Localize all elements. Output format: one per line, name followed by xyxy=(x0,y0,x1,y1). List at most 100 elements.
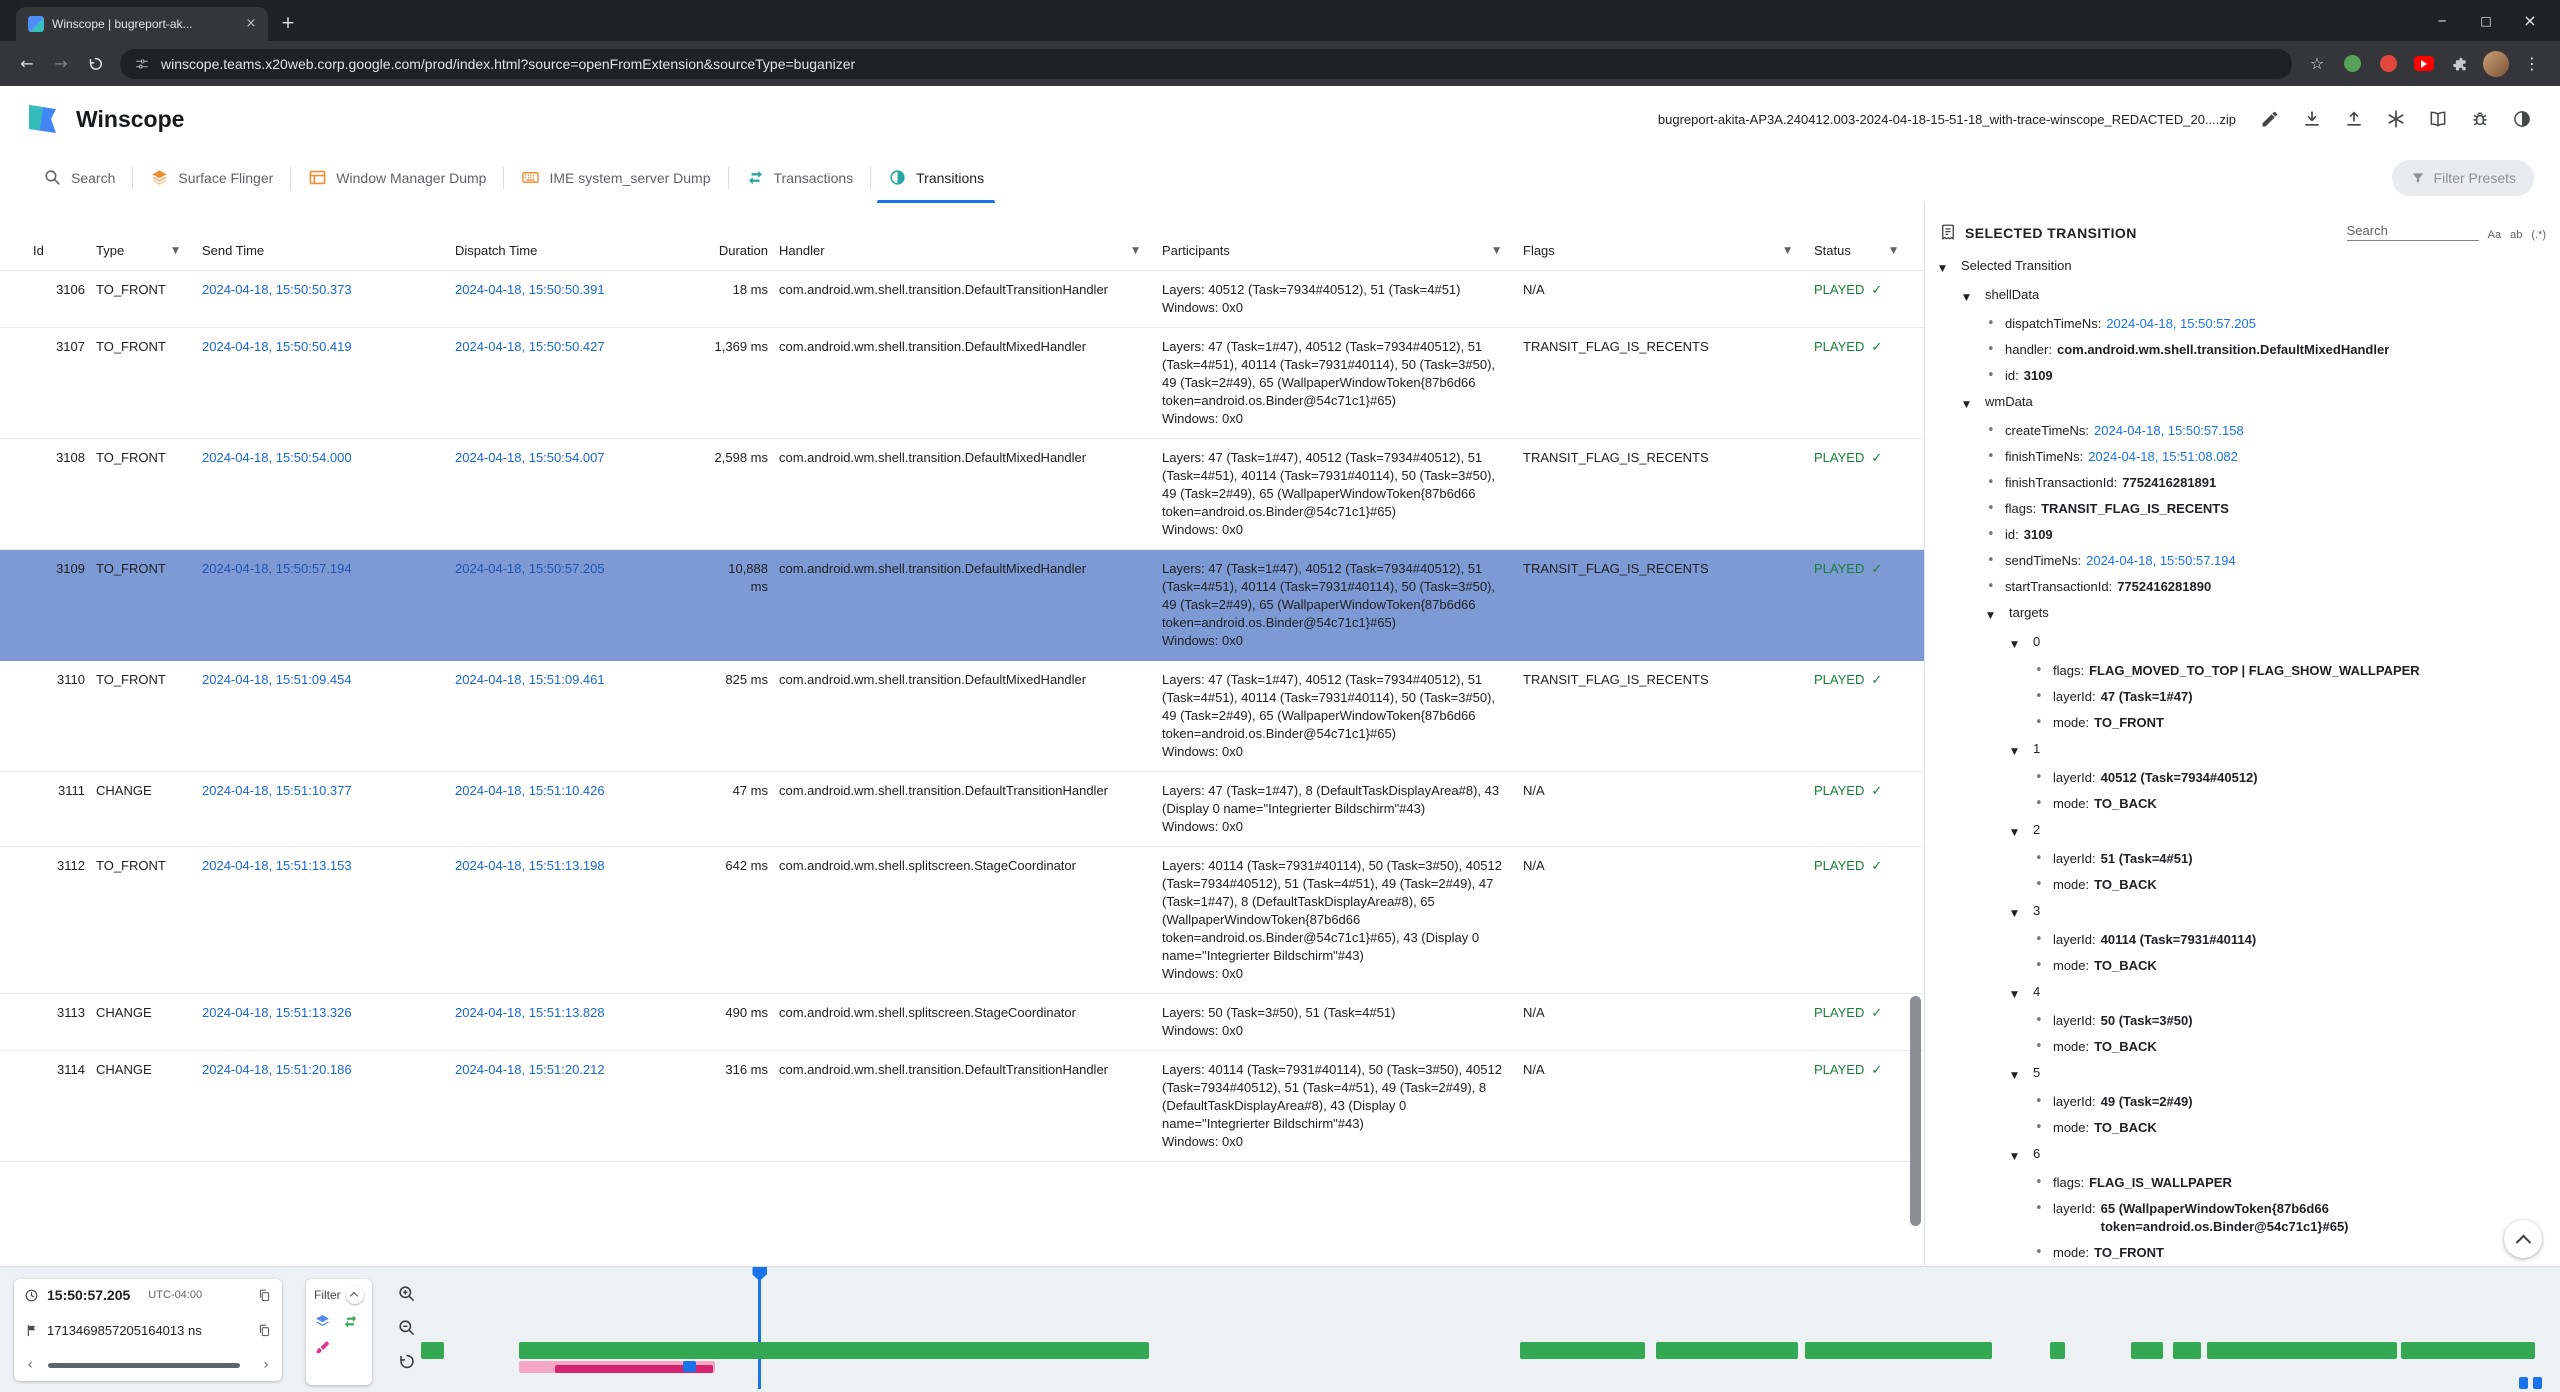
range-handle[interactable] xyxy=(2519,1377,2528,1389)
reload-button[interactable] xyxy=(78,47,112,81)
timeline-cursor[interactable] xyxy=(752,1267,767,1389)
timeline-scrollbar-thumb[interactable] xyxy=(48,1362,240,1368)
timeline-scrollbar[interactable] xyxy=(44,1360,252,1370)
table-row[interactable]: 3108 TO_FRONT 2024-04-18, 15:50:54.000 2… xyxy=(0,439,1924,550)
timeline-segment[interactable] xyxy=(682,1361,696,1372)
tree-node[interactable]: • flags: FLAG_IS_WALLPAPER xyxy=(1939,1170,2544,1196)
cell-dispatch-time[interactable]: 2024-04-18, 15:50:50.427 xyxy=(455,339,605,354)
cell-send-time[interactable]: 2024-04-18, 15:51:10.377 xyxy=(202,783,352,798)
column-header[interactable]: Status ▼ xyxy=(1814,243,1909,258)
tree-node[interactable]: ▼ 3 xyxy=(1939,898,2544,927)
cursor-handle-icon[interactable] xyxy=(752,1267,767,1281)
upload-button[interactable] xyxy=(2338,103,2370,135)
timeline-segment[interactable] xyxy=(1519,1342,1646,1359)
tree-expand-icon[interactable]: ▼ xyxy=(1987,611,1994,621)
tree-node[interactable]: • mode: TO_BACK xyxy=(1939,791,2544,817)
regex-button[interactable]: (.*) xyxy=(2531,229,2546,241)
tree-node[interactable]: ▼ 6 xyxy=(1939,1141,2544,1170)
address-bar[interactable]: winscope.teams.x20web.corp.google.com/pr… xyxy=(120,48,2292,79)
tree-node[interactable]: • sendTimeNs: 2024-04-18, 15:50:57.194 xyxy=(1939,548,2544,574)
youtube-icon[interactable] xyxy=(2409,49,2439,79)
timeline-segment[interactable] xyxy=(1804,1342,1993,1359)
table-scrollbar-thumb[interactable] xyxy=(1910,996,1921,1226)
browser-tab[interactable]: Winscope | bugreport-ak... × xyxy=(16,7,268,41)
tree-expand-icon[interactable]: ▼ xyxy=(1963,293,1970,303)
column-header[interactable]: Flags ▼ xyxy=(1523,243,1803,258)
tree-expand-icon[interactable]: ▼ xyxy=(2011,640,2018,650)
tab-transactions[interactable]: Transactions xyxy=(729,152,871,203)
cell-dispatch-time[interactable]: 2024-04-18, 15:51:13.828 xyxy=(455,1005,605,1020)
swap-icon[interactable] xyxy=(342,1313,359,1330)
cell-send-time[interactable]: 2024-04-18, 15:50:50.419 xyxy=(202,339,352,354)
filter-caret-icon[interactable]: ▼ xyxy=(1132,245,1139,256)
cell-dispatch-time[interactable]: 2024-04-18, 15:51:10.426 xyxy=(455,783,605,798)
tab-transitions[interactable]: Transitions xyxy=(871,152,1001,203)
dark-mode-toggle[interactable] xyxy=(2506,103,2538,135)
close-button[interactable]: × xyxy=(2523,11,2537,30)
cell-dispatch-time[interactable]: 2024-04-18, 15:51:09.461 xyxy=(455,672,605,687)
timeline-canvas[interactable] xyxy=(421,1267,2550,1392)
tree-node[interactable]: • layerId: 65 (WallpaperWindowToken{87b6d6… xyxy=(1939,1196,2544,1240)
scroll-top-button[interactable] xyxy=(2504,1220,2542,1258)
column-header[interactable]: Handler ▼ xyxy=(779,243,1151,258)
tree-node[interactable]: • mode: TO_FRONT xyxy=(1939,710,2544,736)
layers-icon[interactable] xyxy=(314,1313,331,1330)
timeline-segment[interactable] xyxy=(421,1342,445,1359)
tree-node[interactable]: • finishTimeNs: 2024-04-18, 15:51:08.082 xyxy=(1939,444,2544,470)
tree-node[interactable]: ▼ wmData xyxy=(1939,389,2544,418)
bookmark-star-button[interactable]: ☆ xyxy=(2309,54,2325,73)
tree-node[interactable]: • layerId: 47 (Task=1#47) xyxy=(1939,684,2544,710)
filter-caret-icon[interactable]: ▼ xyxy=(1890,245,1897,256)
new-tab-button[interactable]: + xyxy=(280,13,296,33)
tree-expand-icon[interactable]: ▼ xyxy=(2011,1152,2018,1162)
tree-expand-icon[interactable]: ▼ xyxy=(2011,990,2018,1000)
site-info-icon[interactable] xyxy=(134,56,150,72)
tree-expand-icon[interactable]: ▼ xyxy=(2011,828,2018,838)
timeline-segment[interactable] xyxy=(1655,1342,1799,1359)
timeline-segment[interactable] xyxy=(2400,1342,2536,1359)
cell-dispatch-time[interactable]: 2024-04-18, 15:51:20.212 xyxy=(455,1062,605,1077)
filter-caret-icon[interactable]: ▼ xyxy=(1784,245,1791,256)
back-button[interactable]: ← xyxy=(20,54,34,73)
table-row[interactable]: 3109 TO_FRONT 2024-04-18, 15:50:57.194 2… xyxy=(0,550,1924,661)
tree-node[interactable]: • flags: TRANSIT_FLAG_IS_RECENTS xyxy=(1939,496,2544,522)
cell-send-time[interactable]: 2024-04-18, 15:50:57.194 xyxy=(202,561,352,576)
table-row[interactable]: 3114 CHANGE 2024-04-18, 15:51:20.186 202… xyxy=(0,1051,1924,1162)
forward-button[interactable]: → xyxy=(54,54,68,73)
extensions-puzzle-icon[interactable] xyxy=(2445,49,2475,79)
timeline-segment[interactable] xyxy=(518,1342,1150,1359)
tree-node[interactable]: • mode: TO_FRONT xyxy=(1939,1240,2544,1266)
tree-node[interactable]: • layerId: 50 (Task=3#50) xyxy=(1939,1008,2544,1034)
table-row[interactable]: 3110 TO_FRONT 2024-04-18, 15:51:09.454 2… xyxy=(0,661,1924,772)
cell-send-time[interactable]: 2024-04-18, 15:51:20.186 xyxy=(202,1062,352,1077)
tree-node[interactable]: • startTransactionId: 7752416281890 xyxy=(1939,574,2544,600)
tree-node[interactable]: • createTimeNs: 2024-04-18, 15:50:57.158 xyxy=(1939,418,2544,444)
zoom-in-button[interactable] xyxy=(394,1281,418,1305)
tree-node[interactable]: • mode: TO_BACK xyxy=(1939,1034,2544,1060)
match-word-button[interactable]: ab xyxy=(2510,229,2523,241)
browser-menu-button[interactable]: ⋮ xyxy=(2524,54,2540,73)
column-header[interactable]: Dispatch Time xyxy=(455,243,700,258)
timeline-segment[interactable] xyxy=(555,1365,713,1373)
table-row[interactable]: 3113 CHANGE 2024-04-18, 15:51:13.326 202… xyxy=(0,994,1924,1051)
table-row[interactable]: 3111 CHANGE 2024-04-18, 15:51:10.377 202… xyxy=(0,772,1924,847)
tree-expand-icon[interactable]: ▼ xyxy=(1939,264,1946,274)
table-row[interactable]: 3112 TO_FRONT 2024-04-18, 15:51:13.153 2… xyxy=(0,847,1924,994)
tree-expand-icon[interactable]: ▼ xyxy=(2011,747,2018,757)
scroll-right-button[interactable]: › xyxy=(260,1357,272,1373)
filter-caret-icon[interactable]: ▼ xyxy=(172,245,179,256)
tree-node[interactable]: • id: 3109 xyxy=(1939,522,2544,548)
tab-close-icon[interactable]: × xyxy=(245,16,257,31)
edit-button[interactable] xyxy=(2254,103,2286,135)
filter-presets-button[interactable]: Filter Presets xyxy=(2391,159,2534,196)
tree-node[interactable]: • layerId: 51 (Task=4#51) xyxy=(1939,846,2544,872)
table-row[interactable]: 3106 TO_FRONT 2024-04-18, 15:50:50.373 2… xyxy=(0,271,1924,328)
tree-node[interactable]: • layerId: 40114 (Task=7931#40114) xyxy=(1939,927,2544,953)
tree-node[interactable]: • id: 3109 xyxy=(1939,363,2544,389)
tab-surface-flinger[interactable]: Surface Flinger xyxy=(133,152,290,203)
cell-dispatch-time[interactable]: 2024-04-18, 15:50:50.391 xyxy=(455,282,605,297)
copy-time-button[interactable] xyxy=(257,1288,272,1303)
tab-search[interactable]: Search xyxy=(26,152,132,203)
tree-node[interactable]: • mode: TO_BACK xyxy=(1939,953,2544,979)
tree-node[interactable]: • mode: TO_BACK xyxy=(1939,872,2544,898)
